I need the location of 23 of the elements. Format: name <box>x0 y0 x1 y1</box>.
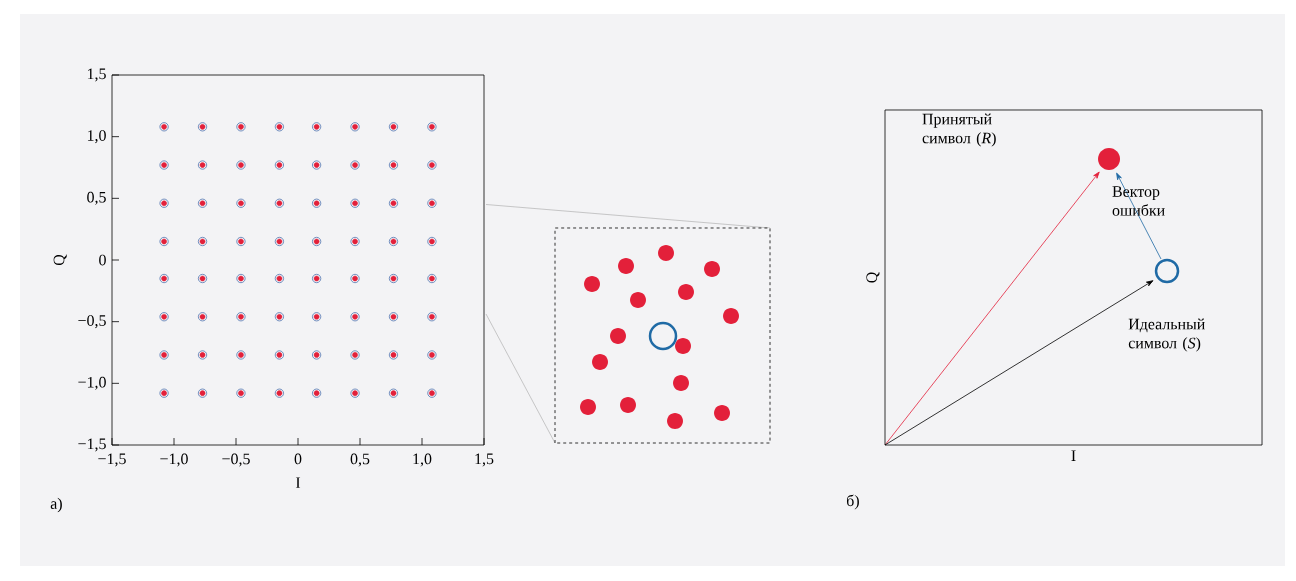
y-tick-label: 1,0 <box>87 130 106 144</box>
text: I <box>1071 450 1076 461</box>
y-tick-label: 0,5 <box>87 191 106 205</box>
y-tick-label: −1,5 <box>78 438 106 452</box>
x-tick-label: −1,5 <box>98 453 126 467</box>
x-tick-label: 1,0 <box>413 453 432 467</box>
text: Принятый символ (R) <box>922 113 996 147</box>
y-tick-label: 0 <box>99 254 106 266</box>
text: б) <box>846 494 859 510</box>
y-tick-label: −1,0 <box>78 376 106 390</box>
text: Идеальный символ (S) <box>1128 318 1205 352</box>
x-tick-label: 0 <box>294 453 302 465</box>
y-tick-label: −0,5 <box>78 315 106 329</box>
y-axis-title: Q <box>53 254 67 266</box>
x-tick-label: 0,5 <box>350 453 370 467</box>
text: а) <box>50 497 62 513</box>
text: Вектор ошибки <box>1112 186 1165 216</box>
y-tick-label: 1,5 <box>87 68 106 82</box>
x-tick-label: −0,5 <box>222 453 250 467</box>
text: Q <box>866 272 880 283</box>
x-tick-label: −1,0 <box>160 453 188 467</box>
x-axis-title: I <box>295 477 301 488</box>
x-tick-label: 1,5 <box>475 453 494 467</box>
